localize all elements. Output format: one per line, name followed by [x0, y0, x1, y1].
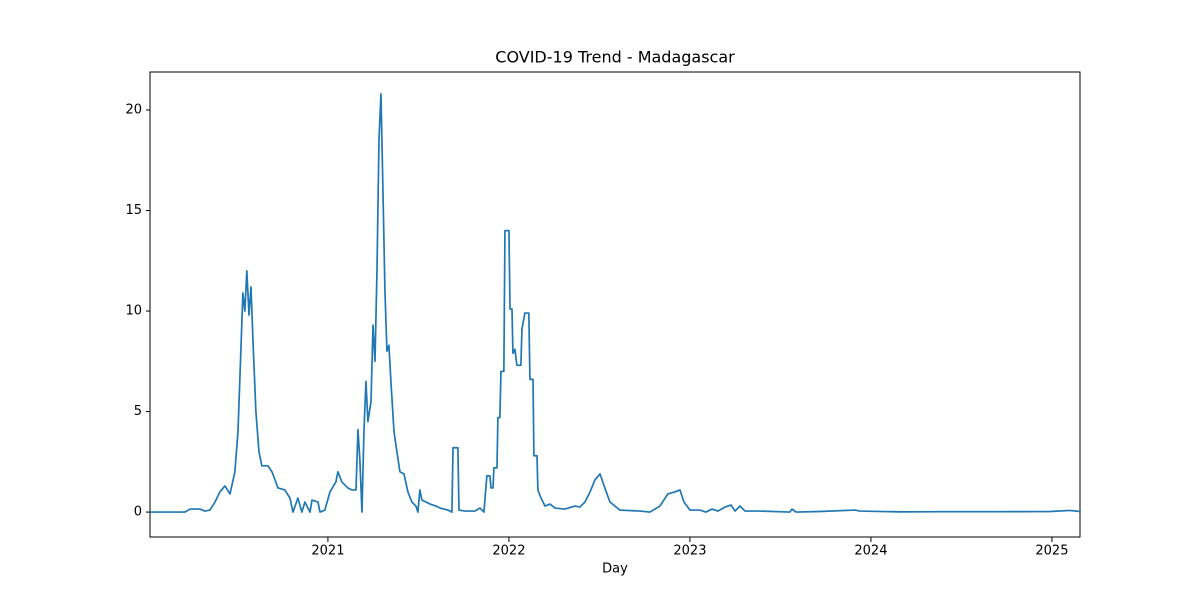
x-tick-label: 2021: [311, 544, 344, 559]
plot-frame: [149, 71, 1081, 538]
y-tick-label: 0: [134, 505, 142, 520]
y-tick-label: 10: [125, 304, 142, 319]
x-tick-label: 2025: [1035, 544, 1068, 559]
x-tick-label: 2022: [492, 544, 525, 559]
y-tick-label: 20: [125, 102, 142, 117]
y-tick-label: 5: [134, 404, 142, 419]
x-tick-label: 2023: [673, 544, 706, 559]
x-axis-label: Day: [602, 562, 628, 577]
data-line: [150, 93, 1081, 513]
chart-title: COVID-19 Trend - Madagascar: [495, 48, 735, 67]
y-tick-label: 15: [125, 203, 142, 218]
x-tick-label: 2024: [854, 544, 887, 559]
